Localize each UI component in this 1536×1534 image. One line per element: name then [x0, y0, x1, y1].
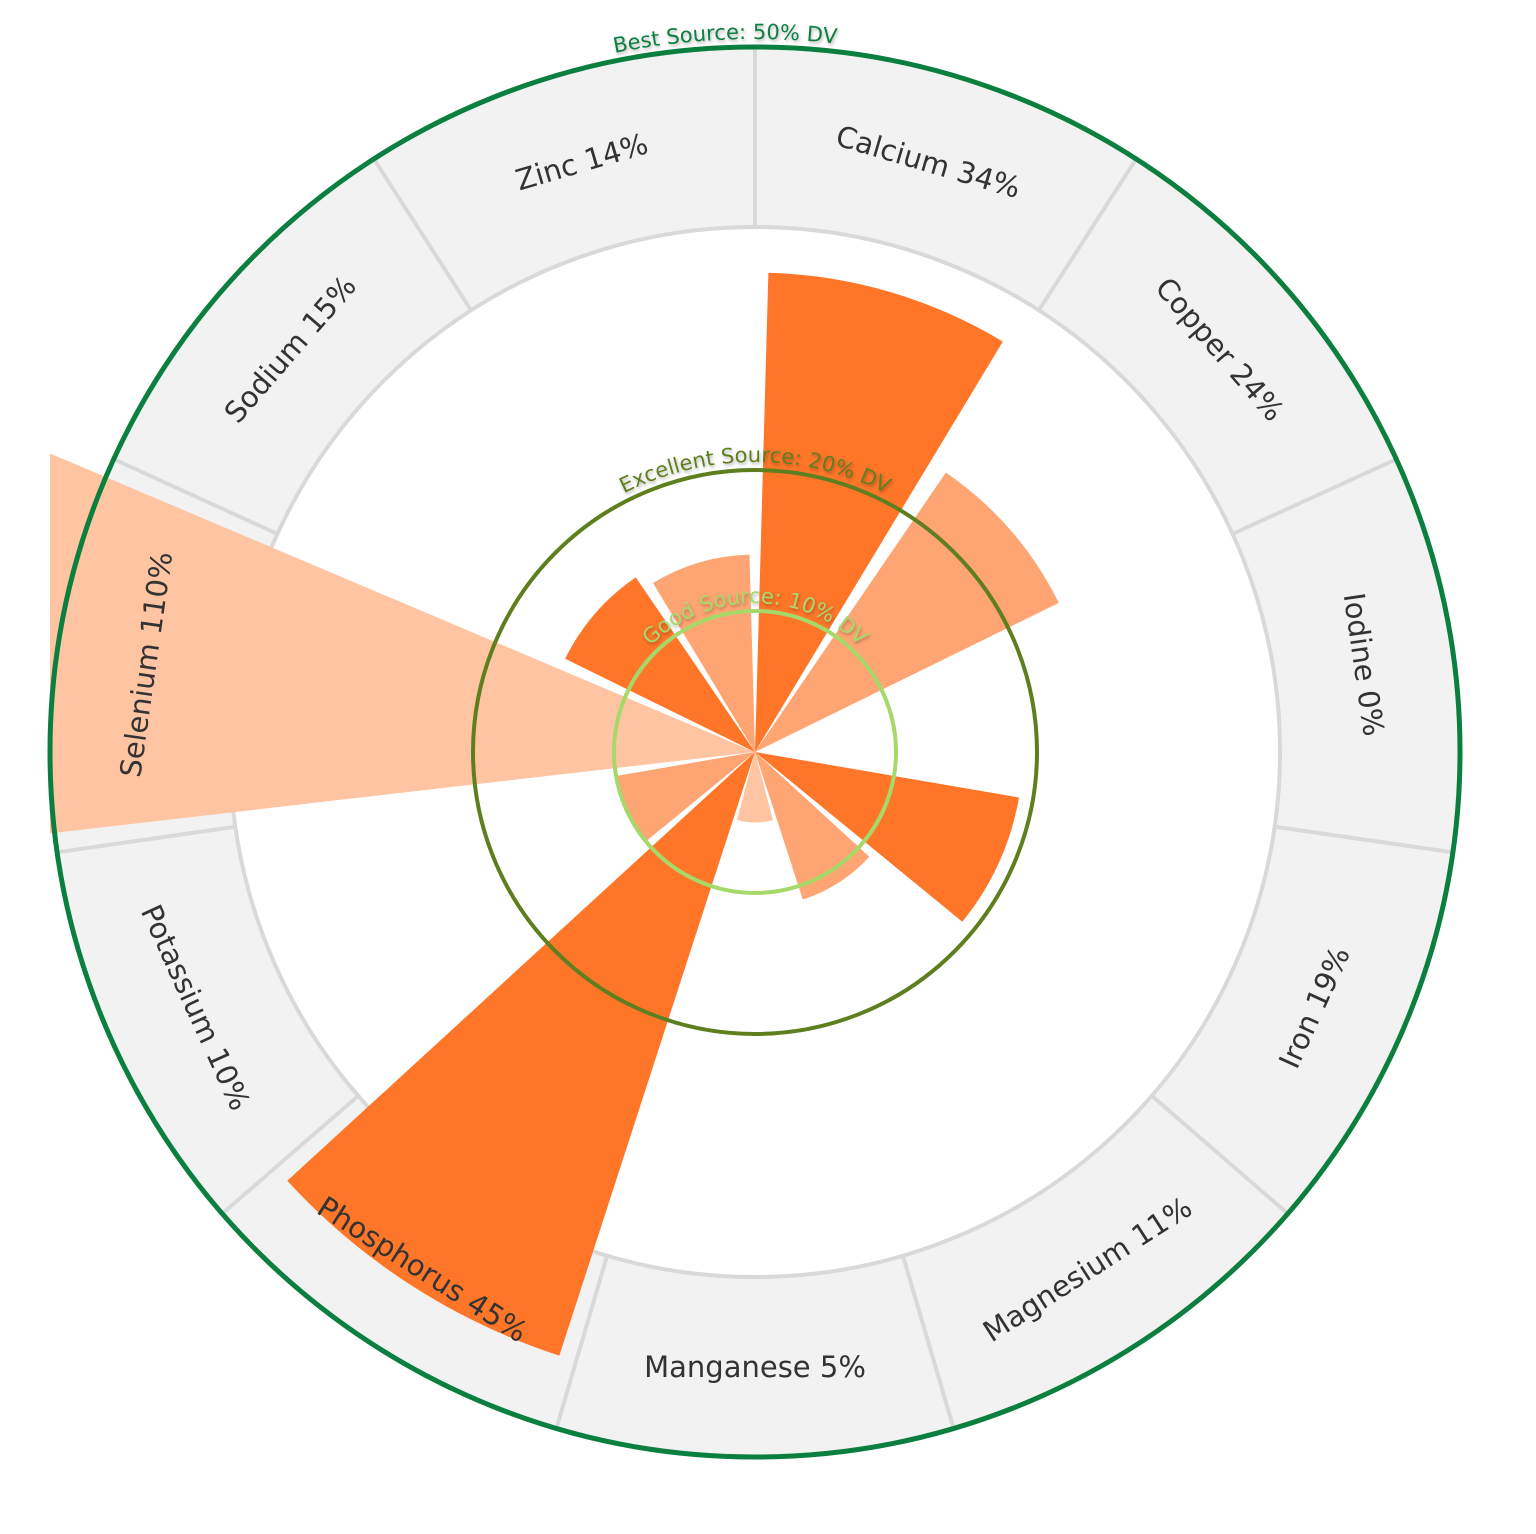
sector-divider	[372, 157, 473, 312]
bar-selenium	[50, 453, 755, 834]
threshold-circle	[471, 468, 1039, 1036]
sector-divider	[1231, 457, 1398, 536]
sector-divider	[1150, 1094, 1290, 1216]
bar-copper	[755, 472, 1059, 752]
sector-divider	[554, 1255, 610, 1430]
sector-divider	[220, 1094, 360, 1216]
sector-divider	[900, 1255, 956, 1430]
bars	[50, 272, 1059, 1356]
bar-zinc	[652, 554, 755, 752]
category-label: Manganese 5%	[644, 1350, 866, 1384]
bar-manganese	[737, 752, 773, 823]
bar-potassium	[616, 752, 755, 842]
sector-divider	[1274, 824, 1454, 855]
bar-iron	[755, 752, 1020, 922]
bar-sodium	[565, 577, 755, 752]
sector-divider	[112, 457, 279, 536]
sector-divider	[1037, 157, 1138, 312]
sector-divider	[56, 824, 236, 855]
threshold-circle	[47, 44, 1463, 1460]
bar-phosphorus	[287, 752, 755, 1356]
bar-calcium	[755, 272, 1003, 752]
threshold-circle	[612, 609, 898, 895]
